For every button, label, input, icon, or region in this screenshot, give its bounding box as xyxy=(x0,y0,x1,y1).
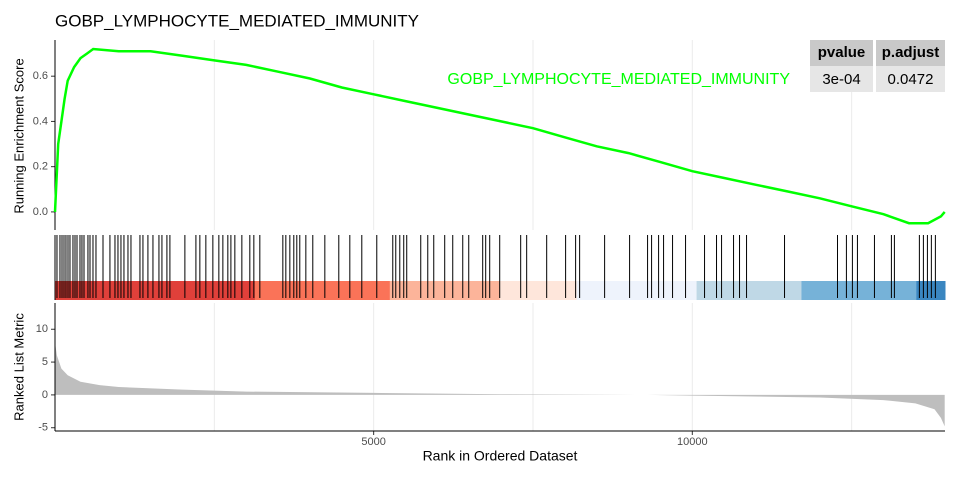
y-tick-label: 0.0 xyxy=(33,206,48,218)
x-tick-label: 5000 xyxy=(361,436,385,448)
y-tick-label: -5 xyxy=(38,422,48,434)
y-tick-label: 5 xyxy=(42,356,48,368)
table-cell xyxy=(810,66,873,92)
table-value: 0.0472 xyxy=(888,71,934,88)
y-tick-label: 0.6 xyxy=(33,70,48,82)
score-line xyxy=(53,47,946,225)
y-axis-label: Running Enrichment Score xyxy=(11,58,26,213)
table-header-cell xyxy=(810,40,873,66)
rank-band xyxy=(254,281,391,300)
y-axis-label: Ranked List Metric xyxy=(11,313,26,421)
y-tick-label: 0.2 xyxy=(33,161,48,173)
rank-band xyxy=(801,281,917,300)
metric-area xyxy=(55,342,945,427)
rank-band xyxy=(55,281,256,300)
y-tick-label: 0 xyxy=(42,389,48,401)
y-tick-label: 0.4 xyxy=(33,115,48,127)
table-value: 3e-04 xyxy=(822,71,860,88)
table-header-cell xyxy=(876,40,945,66)
legend-label: GOBP_LYMPHOCYTE_MEDIATED_IMMUNITY xyxy=(447,71,790,88)
table-header: pvalue xyxy=(818,44,866,61)
chart-title: GOBP_LYMPHOCYTE_MEDIATED_IMMUNITY xyxy=(55,11,419,30)
table-header: p.adjust xyxy=(882,44,940,61)
rank-band xyxy=(499,281,578,300)
x-tick-label: 10000 xyxy=(677,436,708,448)
table-cell xyxy=(876,66,945,92)
x-axis-label: Rank in Ordered Dataset xyxy=(423,448,578,464)
y-tick-label: 10 xyxy=(36,323,48,335)
rank-band xyxy=(576,281,698,300)
rank-band xyxy=(696,281,802,300)
